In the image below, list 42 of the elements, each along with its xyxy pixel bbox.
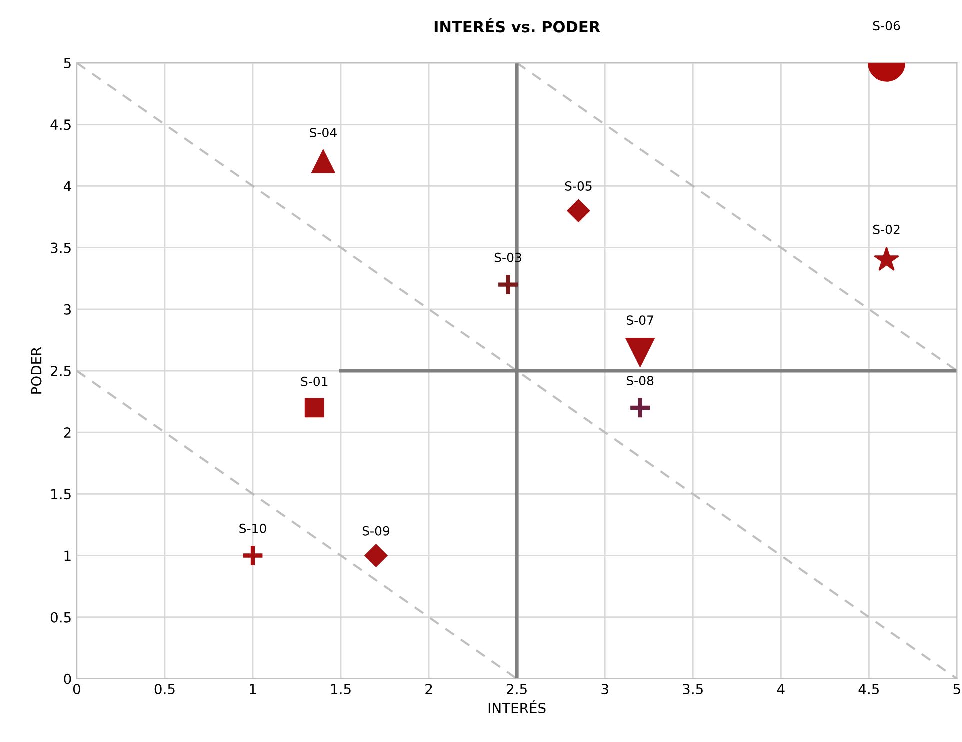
y-tick-label: 1.5 <box>52 489 71 500</box>
y-tick-label: 2 <box>64 428 71 438</box>
series-label: S-03 <box>494 252 522 262</box>
y-tick-label: 4.5 <box>50 120 71 130</box>
series-label: S-05 <box>565 182 592 191</box>
y-tick-label: 3.5 <box>51 242 71 254</box>
point <box>626 338 655 368</box>
y-tick-label: 0 <box>64 674 72 684</box>
x-tick-label: 0 <box>73 684 80 695</box>
y-axis-title: PODER <box>31 347 42 394</box>
series-label: S-08 <box>626 376 654 386</box>
x-axis-title: INTERÉS <box>488 700 546 714</box>
x-tick-label: 3 <box>602 684 608 695</box>
x-tick-label: 3.5 <box>683 684 703 695</box>
series-label: S-10 <box>240 524 266 534</box>
point <box>874 246 900 271</box>
x-tick-label: 2 <box>426 684 432 694</box>
x-tick-label: 1 <box>250 684 256 694</box>
x-tick-label: 0.5 <box>154 684 175 695</box>
series-label: S-07 <box>626 316 654 326</box>
y-tick-label: 2.5 <box>51 366 71 376</box>
point <box>628 396 652 420</box>
series-label: S-09 <box>362 526 390 536</box>
y-tick-label: 3 <box>64 304 71 315</box>
y-tick-label: 1 <box>64 550 71 562</box>
point <box>312 150 336 174</box>
point <box>364 544 388 568</box>
x-tick-label: 4.5 <box>858 684 879 695</box>
series-label: S-06 <box>873 21 900 31</box>
chart-title: INTERÉS vs. PODER <box>434 18 600 33</box>
x-tick-label: 5 <box>954 684 960 695</box>
x-tick-label: 1.5 <box>332 684 351 695</box>
series-label: S-02 <box>873 224 900 234</box>
x-tick-label: 4 <box>777 684 785 694</box>
point <box>567 199 590 222</box>
x-tick-label: 2.5 <box>507 684 527 695</box>
point <box>304 398 324 418</box>
y-tick-label: 4 <box>64 181 72 192</box>
series-label: S-01 <box>301 376 328 386</box>
series-label: S-04 <box>310 128 337 138</box>
y-tick-label: 5 <box>64 58 71 69</box>
y-tick-label: 0.5 <box>50 612 71 623</box>
